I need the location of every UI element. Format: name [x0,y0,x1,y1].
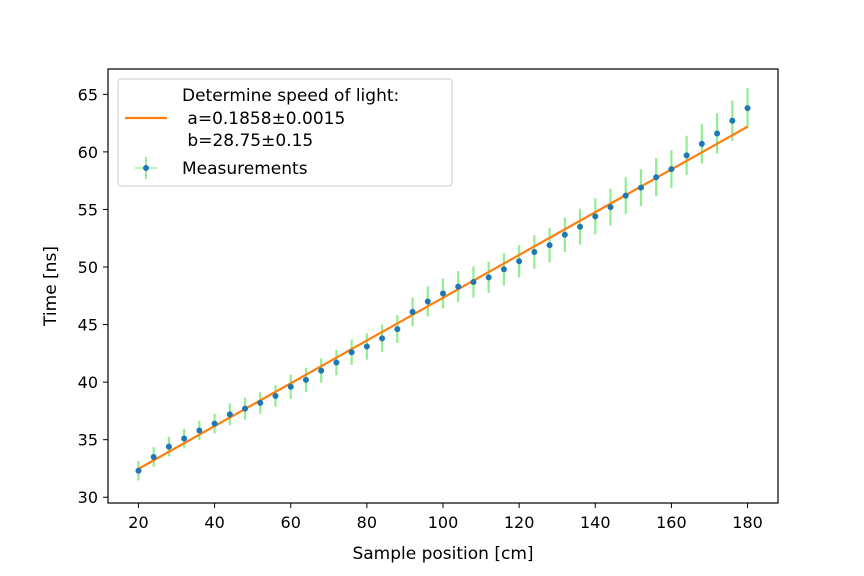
data-point [409,308,416,315]
legend: Determine speed of light: a=0.1858±0.001… [117,78,453,187]
y-tick-label: 65 [78,85,98,104]
data-point [470,278,477,285]
data-point [318,367,325,374]
legend-measurements-marker [143,165,149,171]
data-point [135,467,142,474]
data-point [394,326,401,333]
data-point [150,453,157,460]
data-point [348,349,355,356]
data-point [257,399,264,406]
x-tick-label: 100 [428,513,459,532]
data-point [272,392,279,399]
data-point [226,411,233,418]
legend-fit-label-line-2: a=0.1858±0.0015 [182,109,345,129]
data-point [455,283,462,290]
data-point [500,266,507,273]
data-point [333,359,340,366]
y-tick-label: 35 [78,431,98,450]
x-tick-label: 140 [580,513,611,532]
data-point [424,298,431,305]
x-axis-ticks: 20 40 60 80 100 120 140 160 180 [128,503,763,532]
data-point [485,274,492,281]
data-point [744,105,751,112]
y-tick-label: 60 [78,143,98,162]
y-tick-label: 45 [78,316,98,335]
data-point [622,192,629,199]
data-point [637,184,644,191]
x-tick-label: 60 [281,513,301,532]
data-point [379,335,386,342]
data-point [440,290,446,297]
plot-area [135,87,751,481]
x-tick-label: 40 [204,513,224,532]
data-point [287,383,294,390]
data-point [363,343,370,350]
data-point [516,258,523,265]
data-point [531,249,538,256]
y-tick-label: 55 [78,200,98,219]
y-tick-label: 50 [78,258,98,277]
data-point [714,130,721,137]
x-tick-label: 120 [504,513,535,532]
data-point [181,435,188,442]
data-point [668,166,675,173]
x-axis-label: Sample position [cm] [352,544,533,564]
data-point [577,223,584,230]
data-point [698,140,705,147]
x-tick-label: 160 [656,513,687,532]
data-point [165,443,172,450]
y-tick-label: 30 [78,488,98,507]
y-axis-label: Time [ns] [41,246,61,327]
data-point [592,213,599,220]
data-point [196,427,203,434]
y-axis-ticks: 30 35 40 45 50 55 60 65 [78,85,108,507]
x-tick-label: 80 [357,513,377,532]
data-point [302,376,309,383]
data-point [683,152,690,159]
data-point [242,405,249,412]
data-point [561,231,568,238]
legend-fit-label-line-1: Determine speed of light: [182,86,399,106]
x-tick-label: 180 [732,513,763,532]
y-tick-label: 40 [78,373,98,392]
data-point [729,117,736,124]
fit-line [137,125,749,470]
legend-fit-label-line-3: b=28.75±0.15 [182,131,313,151]
legend-box [117,78,453,187]
x-tick-label: 20 [128,513,148,532]
data-point [607,204,614,211]
data-point [211,420,218,427]
data-point [546,242,553,249]
legend-measurements-label: Measurements [182,159,308,179]
data-point [653,174,660,181]
